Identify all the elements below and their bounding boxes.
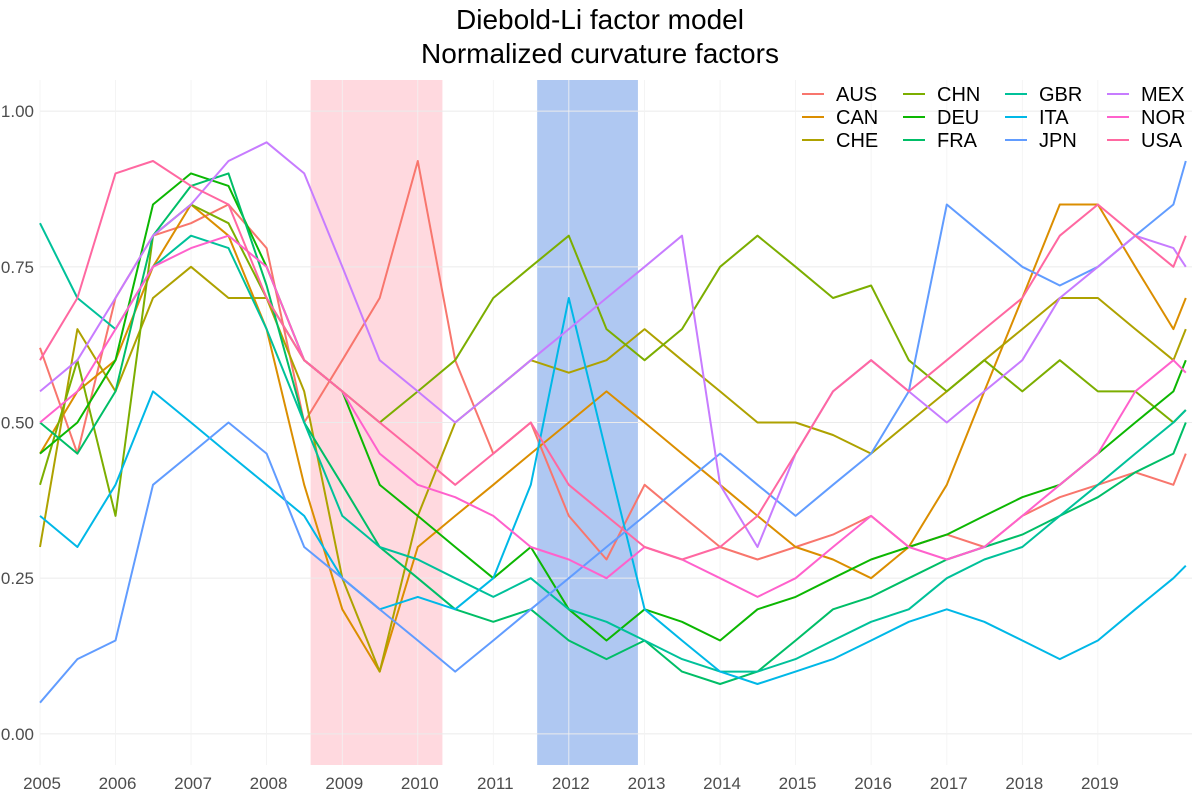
legend-label-ita: ITA bbox=[1039, 107, 1069, 129]
x-tick-label: 2018 bbox=[1005, 774, 1043, 793]
x-tick-label: 2009 bbox=[325, 774, 363, 793]
legend-label-can: CAN bbox=[836, 107, 878, 129]
x-tick-label: 2019 bbox=[1081, 774, 1119, 793]
x-tick-label: 2008 bbox=[250, 774, 288, 793]
legend-label-nor: NOR bbox=[1141, 107, 1185, 129]
series-line-can bbox=[39, 203, 1187, 673]
legend-label-deu: DEU bbox=[937, 107, 979, 129]
series-line-usa bbox=[39, 160, 1187, 561]
y-tick-label: 0.25 bbox=[1, 569, 34, 588]
series-line-chn bbox=[39, 203, 1187, 517]
series-line-gbr bbox=[39, 222, 1187, 673]
x-tick-label: 2017 bbox=[930, 774, 968, 793]
x-tick-label: 2010 bbox=[401, 774, 439, 793]
legend-label-usa: USA bbox=[1141, 130, 1183, 152]
chart-title-line-2: Normalized curvature factors bbox=[421, 38, 779, 69]
x-tick-label: 2005 bbox=[23, 774, 61, 793]
x-tick-label: 2015 bbox=[779, 774, 817, 793]
x-tick-label: 2012 bbox=[552, 774, 590, 793]
x-tick-label: 2007 bbox=[174, 774, 212, 793]
series-line-mex bbox=[39, 141, 1187, 548]
legend-label-che: CHE bbox=[836, 130, 878, 152]
x-tick-label: 2016 bbox=[854, 774, 892, 793]
legend-label-aus: AUS bbox=[836, 84, 877, 106]
series-line-nor bbox=[39, 234, 1187, 598]
series-line-fra bbox=[39, 172, 1187, 685]
chart-title-line-1: Diebold-Li factor model bbox=[456, 4, 744, 35]
y-tick-label: 0.75 bbox=[1, 258, 34, 277]
x-tick-label: 2013 bbox=[628, 774, 666, 793]
x-tick-label: 2011 bbox=[477, 774, 514, 793]
y-tick-label: 0.50 bbox=[1, 414, 34, 433]
x-tick-label: 2014 bbox=[703, 774, 741, 793]
legend-label-chn: CHN bbox=[937, 84, 980, 106]
legend-label-gbr: GBR bbox=[1039, 84, 1082, 106]
y-tick-label: 1.00 bbox=[1, 102, 34, 121]
legend-label-mex: MEX bbox=[1141, 84, 1184, 106]
legend-label-jpn: JPN bbox=[1039, 130, 1077, 152]
x-tick-label: 2006 bbox=[99, 774, 137, 793]
legend-label-fra: FRA bbox=[937, 130, 978, 152]
y-tick-label: 0.00 bbox=[1, 725, 34, 744]
series-line-deu bbox=[39, 172, 1187, 642]
